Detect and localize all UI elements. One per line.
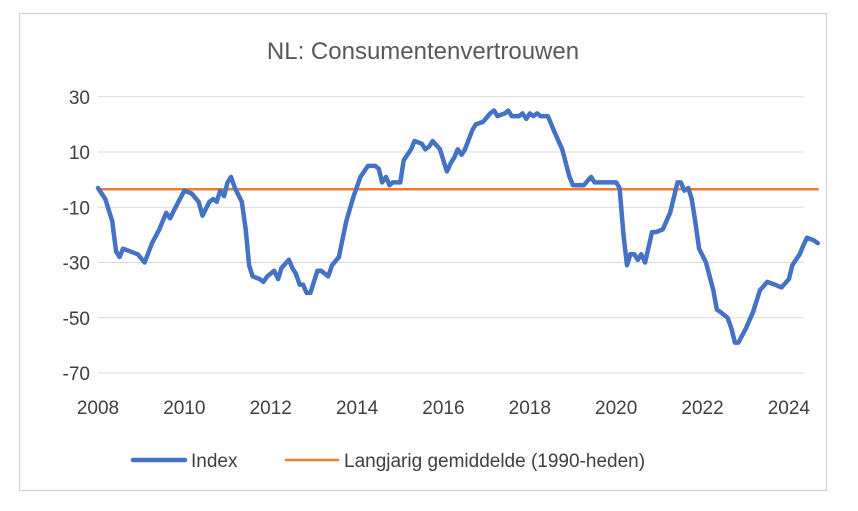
y-tick-label: -10: [63, 198, 90, 219]
x-tick-label: 2016: [422, 398, 464, 419]
x-tick-label: 2018: [509, 398, 551, 419]
legend-label: Index: [191, 451, 238, 472]
x-axis-ticks: 2008 2010 2012 2014 2016 2018 2020 2022 2024: [77, 398, 811, 419]
series-lines: [95, 108, 821, 345]
x-tick-label: 2010: [163, 398, 205, 419]
x-tick-label: 2008: [77, 398, 119, 419]
series-line-index: [95, 108, 821, 345]
legend-item-index: Index: [130, 451, 238, 472]
x-tick-label: 2024: [768, 398, 811, 419]
y-tick-label: 30: [69, 88, 90, 109]
x-tick-label: 2022: [681, 398, 723, 419]
legend: Index Langjarig gemiddelde (1990-heden): [130, 451, 645, 472]
x-tick-label: 2012: [250, 398, 292, 419]
line-chart: NL: Consumentenvertrouwen 30 10 -10 -30 -50 -…: [63, 38, 821, 472]
chart-title: NL: Consumentenvertrouwen: [267, 38, 579, 65]
x-tick-label: 2014: [336, 398, 379, 419]
chart-frame: NL: Consumentenvertrouwen 30 10 -10 -30 -50 -…: [19, 13, 827, 491]
y-tick-label: -30: [63, 254, 90, 275]
legend-item-average: Langjarig gemiddelde (1990-heden): [284, 451, 645, 472]
y-tick-label: 10: [69, 143, 90, 164]
legend-label: Langjarig gemiddelde (1990-heden): [344, 451, 645, 472]
y-tick-label: -70: [63, 364, 90, 385]
gridlines: [98, 96, 804, 374]
y-axis-ticks: 30 10 -10 -30 -50 -70: [63, 88, 90, 385]
y-tick-label: -50: [63, 309, 90, 330]
x-tick-label: 2020: [595, 398, 637, 419]
